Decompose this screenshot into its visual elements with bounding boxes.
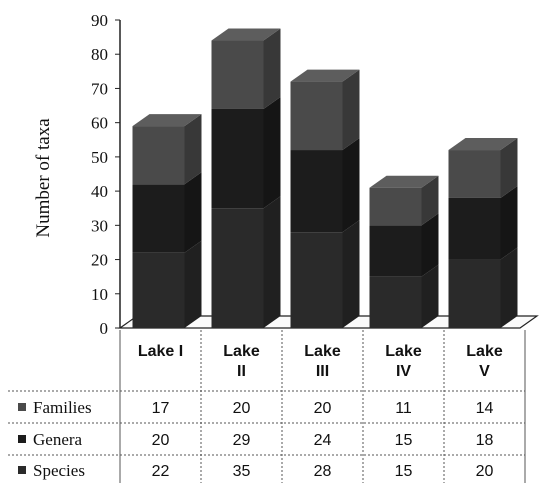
data-label: 17 — [152, 400, 170, 417]
bar-side-species — [421, 264, 439, 328]
bar-segment-species — [211, 208, 264, 328]
y-tick-label: 10 — [91, 285, 108, 304]
legend-swatch-families — [18, 403, 26, 411]
bar-side-genera — [342, 138, 360, 233]
y-tick-label: 30 — [91, 216, 108, 235]
bar-side-species — [342, 220, 360, 328]
bar-top-face — [369, 175, 439, 188]
y-tick-label: 0 — [100, 319, 109, 338]
bar-segment-families — [369, 187, 422, 226]
bar-side-families — [500, 138, 518, 198]
bar-side-genera — [184, 172, 202, 253]
data-label: 20 — [152, 432, 170, 449]
data-label: 20 — [476, 463, 494, 480]
data-label: 15 — [395, 432, 413, 449]
bar-segment-genera — [211, 108, 264, 209]
bar-segment-families — [290, 81, 343, 151]
y-tick-label: 90 — [91, 11, 108, 30]
y-tick-label: 60 — [91, 114, 108, 133]
bar-side-species — [184, 240, 202, 328]
bar-segment-genera — [369, 225, 422, 277]
bar-segment-families — [132, 126, 185, 185]
bar-side-families — [184, 114, 202, 185]
bar-segment-families — [448, 150, 501, 198]
y-tick-label: 40 — [91, 182, 108, 201]
bar-side-genera — [500, 185, 518, 260]
category-label: IV — [396, 363, 411, 380]
category-label: V — [479, 363, 490, 380]
bar-segment-species — [132, 252, 185, 328]
data-label: 20 — [314, 400, 332, 417]
y-tick-label: 20 — [91, 251, 108, 270]
data-label: 18 — [476, 432, 494, 449]
bar-segment-species — [290, 232, 343, 328]
bar-segment-genera — [448, 197, 501, 260]
category-label: Lake I — [138, 343, 183, 360]
bar-segment-species — [369, 276, 422, 328]
data-label: 35 — [233, 463, 251, 480]
legend-label-families: Families — [33, 398, 92, 417]
bar-side-species — [500, 247, 518, 328]
data-label: 15 — [395, 463, 413, 480]
legend-label-genera: Genera — [33, 430, 83, 449]
bar-side-families — [263, 28, 281, 109]
data-label: 11 — [395, 400, 412, 417]
bar-segment-genera — [132, 184, 185, 253]
y-tick-label: 80 — [91, 45, 108, 64]
category-label: III — [316, 363, 329, 380]
data-label: 20 — [233, 400, 251, 417]
category-label: Lake — [304, 343, 341, 360]
bar-side-genera — [263, 96, 281, 209]
data-label: 14 — [476, 400, 494, 417]
data-label: 29 — [233, 432, 251, 449]
legend-swatch-species — [18, 466, 26, 474]
category-label: Lake — [223, 343, 260, 360]
data-label: 22 — [152, 463, 170, 480]
bar-segment-species — [448, 259, 501, 328]
bar-side-families — [421, 175, 439, 226]
bar-top-face — [448, 138, 518, 151]
y-tick-label: 70 — [91, 79, 108, 98]
y-axis-title: Number of taxa — [33, 118, 54, 238]
bar-top-face — [211, 28, 281, 41]
bar-segment-genera — [290, 150, 343, 233]
bar-segment-families — [211, 40, 264, 109]
legend-label-species: Species — [33, 461, 85, 480]
bar-top-face — [290, 69, 360, 82]
category-label: Lake — [385, 343, 422, 360]
bar-side-families — [342, 69, 360, 151]
y-tick-label: 50 — [91, 148, 108, 167]
bar-top-face — [132, 114, 202, 127]
bar-side-genera — [421, 213, 439, 277]
data-label: 28 — [314, 463, 332, 480]
bar-side-species — [263, 196, 281, 328]
category-label: II — [237, 363, 246, 380]
category-label: Lake — [466, 343, 503, 360]
data-label: 24 — [314, 432, 332, 449]
legend-swatch-genera — [18, 435, 26, 443]
